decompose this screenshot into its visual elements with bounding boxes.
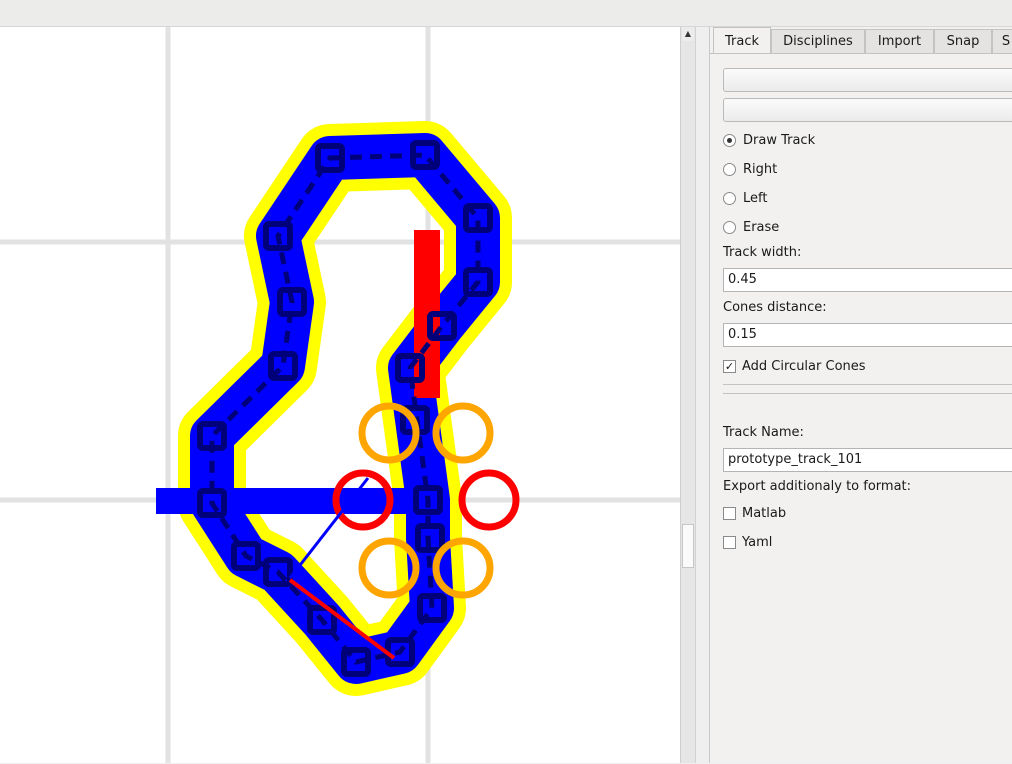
- blank-button-1[interactable]: [723, 68, 1012, 92]
- export-matlab-checkbox[interactable]: Matlab: [723, 504, 786, 522]
- separator-2: [723, 393, 1012, 394]
- cone-markers: [197, 140, 493, 677]
- tab-disciplines[interactable]: Disciplines: [771, 29, 865, 53]
- radio-right[interactable]: Right: [723, 159, 777, 179]
- orange-circles: [358, 402, 494, 599]
- checkbox-label: Matlab: [742, 505, 787, 521]
- track-tab-pane: Draw Track Right Left Erase Track width:…: [710, 53, 1012, 764]
- tab-import[interactable]: Import: [865, 29, 934, 53]
- radio-label: Erase: [743, 219, 780, 235]
- tab-track[interactable]: Track: [713, 27, 771, 54]
- add-circular-cones-checkbox[interactable]: ✓ Add Circular Cones: [723, 357, 866, 375]
- radio-button[interactable]: [723, 162, 736, 176]
- settings-panel: Track Disciplines Import Snap S Draw Tra…: [709, 27, 1012, 763]
- red-direction-line: [288, 578, 396, 660]
- checkbox-label: Yaml: [742, 534, 773, 550]
- track-width-label: Track width:: [723, 245, 802, 260]
- radio-label: Left: [743, 190, 768, 206]
- radio-draw-track[interactable]: Draw Track: [723, 130, 815, 150]
- track-canvas[interactable]: [0, 27, 680, 763]
- export-label: Export additionaly to format:: [723, 479, 912, 494]
- blank-button-2[interactable]: [723, 98, 1012, 122]
- tab-snap[interactable]: Snap: [934, 29, 992, 53]
- track-name-field[interactable]: prototype_track_101: [723, 448, 1012, 472]
- scrollbar-thumb[interactable]: [682, 524, 694, 568]
- tab-bar: Track Disciplines Import Snap S: [710, 27, 1012, 54]
- radio-erase[interactable]: Erase: [723, 217, 779, 237]
- checkbox-label: Add Circular Cones: [742, 358, 866, 374]
- checkbox-icon[interactable]: [723, 535, 736, 549]
- track-name-label: Track Name:: [723, 425, 804, 440]
- radio-left[interactable]: Left: [723, 188, 767, 208]
- track-drawing[interactable]: [0, 27, 680, 763]
- export-yaml-checkbox[interactable]: Yaml: [723, 533, 772, 551]
- radio-button-selected[interactable]: [723, 133, 736, 147]
- cones-distance-label: Cones distance:: [723, 300, 827, 315]
- radio-label: Right: [743, 161, 778, 177]
- blue-direction-line: [288, 477, 370, 579]
- start-bar: [156, 488, 408, 514]
- radio-button[interactable]: [723, 191, 736, 205]
- track-width-field[interactable]: 0.45: [723, 268, 1012, 292]
- track-centerline: [209, 152, 481, 665]
- radio-label: Draw Track: [743, 132, 816, 148]
- checkbox-checked-icon[interactable]: ✓: [723, 359, 736, 373]
- separator-1: [723, 384, 1012, 385]
- checkbox-icon[interactable]: [723, 506, 736, 520]
- scroll-up-arrow-icon[interactable]: ▲: [682, 27, 694, 41]
- radio-button[interactable]: [723, 220, 736, 234]
- window-top-strip: [0, 0, 1012, 27]
- red-circles: [332, 469, 520, 531]
- panel-splitter[interactable]: [695, 27, 709, 763]
- canvas-vertical-scrollbar[interactable]: ▲: [680, 27, 695, 763]
- tab-s[interactable]: S: [992, 29, 1012, 53]
- cones-distance-field[interactable]: 0.15: [723, 323, 1012, 347]
